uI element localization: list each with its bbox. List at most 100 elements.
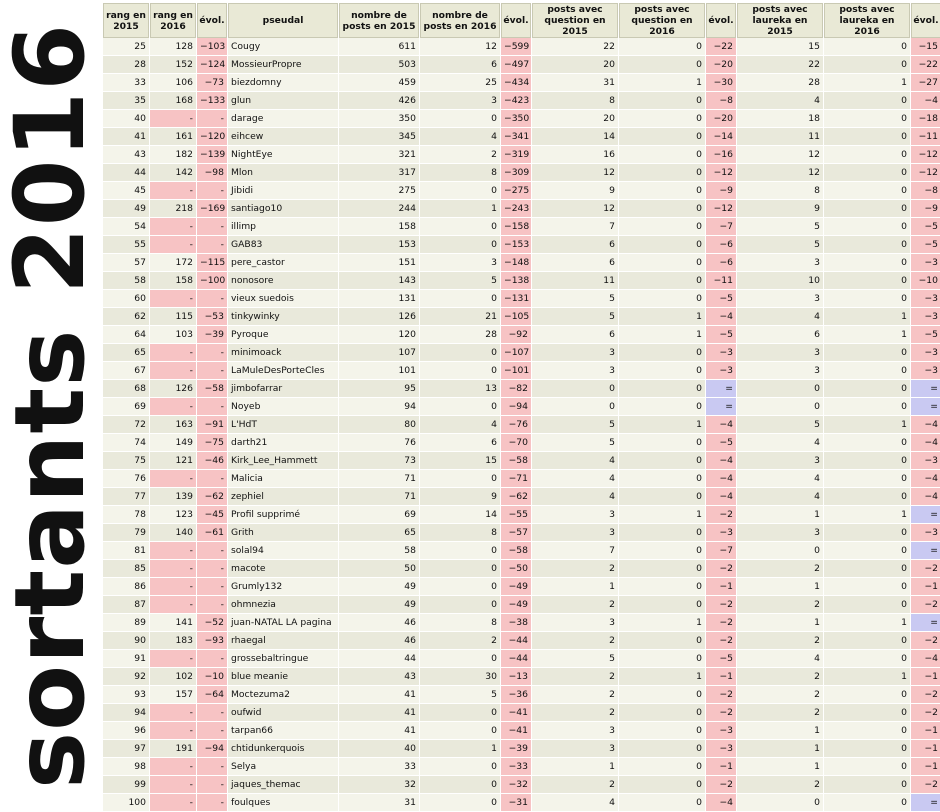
table-cell: −44 [501,632,531,650]
table-cell: 0 [619,740,705,758]
table-cell: 41 [103,128,149,146]
table-cell: −4 [911,650,940,668]
table-cell: 0 [824,110,910,128]
table-cell: 75 [103,452,149,470]
table-cell: jaques_themac [228,776,338,794]
table-cell: - [150,182,196,200]
table-cell: solal94 [228,542,338,560]
table-cell: −73 [197,74,227,92]
table-cell: −148 [501,254,531,272]
table-row: 67- - LaMuleDesPorteCles 101 0 −101 3 0 −3 3 0 −3 [103,362,940,380]
table-row: 94- - oufwid 41 0 −41 2 0 −2 2 0 −2 [103,704,940,722]
table-cell: −41 [501,722,531,740]
table-cell: 12 [737,164,823,182]
table-cell: 153 [339,236,419,254]
table-cell: 68 [103,380,149,398]
table-cell: −5 [911,218,940,236]
table-row: 77 139 −62 zephiel 71 9 −62 4 0 −4 4 0 −4 [103,488,940,506]
column-header: rang en 2015 [103,3,149,38]
table-cell: 426 [339,92,419,110]
table-cell: 9 [532,182,618,200]
table-cell: - [197,794,227,812]
table-cell: 0 [619,92,705,110]
table-row: 57 172 −115 pere_castor 151 3 −148 6 0 −6 3 0 −3 [103,254,940,272]
table-cell: 0 [420,218,500,236]
table-cell: 96 [103,722,149,740]
table-cell: 0 [619,380,705,398]
table-cell: −27 [911,74,940,92]
table-cell: −49 [501,596,531,614]
table-cell: −49 [501,578,531,596]
table-cell: −1 [706,578,736,596]
table-cell: 16 [532,146,618,164]
table-row: 25 128 −103 Cougy 611 12 −599 22 0 −22 15 0 −15 [103,38,940,56]
table-cell: 0 [619,488,705,506]
table-cell: 218 [150,200,196,218]
table-cell: −57 [501,524,531,542]
table-cell: 0 [420,596,500,614]
table-cell: 0 [619,398,705,416]
table-cell: 141 [150,614,196,632]
table-cell: 0 [420,560,500,578]
table-cell: - [197,362,227,380]
table-cell: 0 [619,146,705,164]
table-cell: macote [228,560,338,578]
table-cell: 2 [420,632,500,650]
table-cell: 12 [420,38,500,56]
table-cell: 0 [619,218,705,236]
table-cell: 1 [737,578,823,596]
table-cell: 0 [619,650,705,668]
table-row: 49 218 −169 santiago10 244 1 −243 12 0 −12 9 0 −9 [103,200,940,218]
table-cell: −39 [197,326,227,344]
table-cell: −22 [706,38,736,56]
table-cell: −2 [706,596,736,614]
table-cell: −64 [197,686,227,704]
table-row: 75 121 −46 Kirk_Lee_Hammett 73 15 −58 4 0 −4 3 0 −3 [103,452,940,470]
table-cell: −94 [197,740,227,758]
table-cell: - [197,758,227,776]
table-cell: 20 [532,56,618,74]
table-cell: eihcew [228,128,338,146]
table-cell: 43 [103,146,149,164]
table-cell: −341 [501,128,531,146]
table-cell: tinkywinky [228,308,338,326]
table-cell: - [197,704,227,722]
table-cell: 0 [619,686,705,704]
table-cell: 18 [737,110,823,128]
table-cell: −120 [197,128,227,146]
table-cell: 31 [532,74,618,92]
table-cell: - [197,470,227,488]
table-cell: 0 [824,560,910,578]
table-cell: −319 [501,146,531,164]
table-row: 55- - GAB83 153 0 −153 6 0 −6 5 0 −5 [103,236,940,254]
table-cell: zephiel [228,488,338,506]
table-cell: −76 [501,416,531,434]
table-cell: −100 [197,272,227,290]
table-cell: foulques [228,794,338,812]
table-cell: 0 [824,452,910,470]
table-cell: 41 [339,686,419,704]
table-cell: 0 [619,758,705,776]
table-row: 92 102 −10 blue meanie 43 30 −13 2 1 −1 2 1 −1 [103,668,940,686]
table-cell: −4 [911,470,940,488]
table-cell: −2 [706,704,736,722]
table-cell: - [150,218,196,236]
side-title-area: sortants 2016 [0,0,106,812]
table-cell: 8 [737,182,823,200]
table-cell: 76 [339,434,419,452]
table-cell: 0 [420,650,500,668]
table-row: 58 158 −100 nonosore 143 5 −138 11 0 −11 10 0 −10 [103,272,940,290]
table-cell: 0 [824,578,910,596]
table-cell: −4 [706,488,736,506]
table-cell: 275 [339,182,419,200]
table-cell: −9 [706,182,736,200]
table-cell: 0 [824,488,910,506]
table-cell: 4 [737,434,823,452]
column-header: posts avec laureka en 2015 [737,3,823,38]
table-cell: −1 [911,740,940,758]
table-cell: - [197,722,227,740]
table-cell: 2 [532,596,618,614]
table-cell: 0 [420,794,500,812]
table-cell: 0 [420,542,500,560]
table-row: 87- - ohmnezia 49 0 −49 2 0 −2 2 0 −2 [103,596,940,614]
